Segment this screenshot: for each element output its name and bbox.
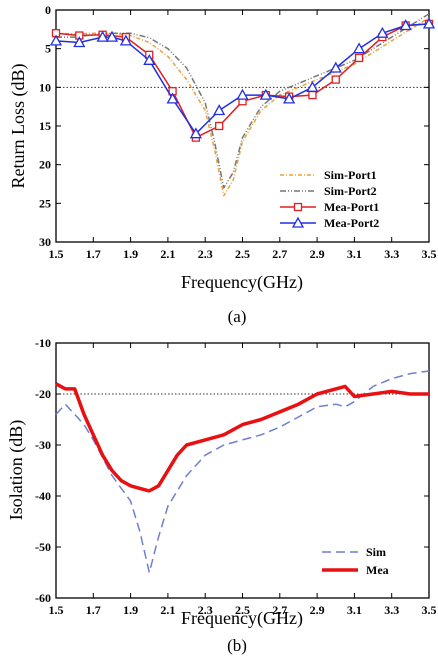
x-tick-label: 3.1 <box>347 247 362 261</box>
data-point-square <box>308 90 317 100</box>
y-tick-label: -60 <box>35 591 51 605</box>
x-tick-label: 2.5 <box>235 247 250 261</box>
data-point-triangle <box>119 34 133 46</box>
data-point-square <box>354 53 364 63</box>
data-point-triangle <box>105 30 119 42</box>
y-tick-label: 0 <box>45 3 51 17</box>
x-tick-label: 1.7 <box>86 603 101 617</box>
data-point-square <box>331 75 340 84</box>
data-point-triangle <box>422 17 436 29</box>
y-tick-label: 15 <box>39 119 51 133</box>
x-tick-label: 1.9 <box>123 247 138 261</box>
data-point-triangle <box>166 92 179 104</box>
x-tick-label: 2.3 <box>198 247 213 261</box>
x-tick-label: 2.1 <box>160 247 175 261</box>
y-tick-label: -40 <box>35 489 51 503</box>
y-tick-label: -20 <box>35 387 51 401</box>
legend: Sim Mea <box>322 545 389 577</box>
y-tick-label: 5 <box>45 42 51 56</box>
x-tick-label: 2.9 <box>310 603 325 617</box>
return-loss-chart: 1.5 1.7 1.9 2.1 2.3 2.5 2.7 2.9 3.1 3.3 3.5 0 5 10 15 2… <box>8 3 437 326</box>
series-line-mea <box>55 382 429 493</box>
legend-label: Mea <box>366 563 389 577</box>
isolation-chart: 1.5 1.7 1.9 2.1 2.3 2.5 2.7 2.9 3.1 3.3 3.5 -10 -20 -… <box>6 336 437 655</box>
x-tick-label: 2.1 <box>160 603 175 617</box>
x-axis-label: Frequency(GHz) <box>181 608 303 629</box>
data-point-triangle <box>189 127 203 139</box>
x-tick-label: 3.3 <box>384 603 399 617</box>
y-tick-label: -30 <box>35 438 51 452</box>
y-tick-label: -10 <box>35 336 51 350</box>
x-tick-label: 1.5 <box>49 247 64 261</box>
y-tick-label: 30 <box>39 235 51 249</box>
y-tick-label: 25 <box>39 196 51 210</box>
data-point-triangle <box>399 19 412 31</box>
x-tick-label: 3.3 <box>384 247 399 261</box>
series-group <box>49 13 436 197</box>
y-tick-label: -50 <box>35 540 51 554</box>
legend-label: Sim <box>366 545 386 559</box>
data-point-triangle <box>376 26 389 38</box>
data-point-triangle <box>259 88 272 100</box>
legend-label: Mea-Port2 <box>324 216 379 230</box>
y-axis-label: Return Loss (dB) <box>8 64 29 189</box>
x-tick-label: 2.5 <box>235 603 250 617</box>
axis-ticks: 1.5 1.7 1.9 2.1 2.3 2.5 2.7 2.9 3.1 3.3 3.5 0 5 10 15 2… <box>39 3 437 261</box>
x-tick-label: 2.7 <box>272 603 287 617</box>
panel-label: (a) <box>228 307 247 326</box>
legend: Sim-Port1 Sim-Port2 Mea-Port1 Mea-Port2 <box>280 168 379 230</box>
data-point-triangle <box>49 34 63 46</box>
y-tick-label: 20 <box>39 158 51 172</box>
legend-label: Mea-Port1 <box>324 200 379 214</box>
x-tick-label: 1.9 <box>123 603 138 617</box>
y-axis-label: Isolation (dB) <box>6 420 27 521</box>
x-tick-label: 3.5 <box>422 247 437 261</box>
data-point-triangle <box>73 36 86 48</box>
data-point-triangle <box>282 92 296 104</box>
series-group <box>55 370 430 574</box>
x-tick-label: 1.5 <box>49 603 64 617</box>
legend-label: Sim-Port1 <box>324 168 377 182</box>
data-point-triangle <box>236 88 249 100</box>
data-point-triangle <box>96 30 109 42</box>
panel-label: (b) <box>227 636 247 655</box>
data-point-triangle <box>143 53 156 65</box>
data-point-square <box>293 202 303 212</box>
y-tick-label: 10 <box>39 80 51 94</box>
data-point-triangle <box>291 216 305 228</box>
series-line-sim <box>55 370 430 574</box>
data-point-triangle <box>306 80 319 92</box>
x-tick-label: 2.7 <box>272 247 287 261</box>
x-tick-label: 1.7 <box>86 247 101 261</box>
legend-label: Sim-Port2 <box>324 184 377 198</box>
data-point-triangle <box>329 61 342 73</box>
data-point-triangle <box>352 42 366 54</box>
x-tick-label: 2.9 <box>310 247 325 261</box>
data-point-triangle <box>213 104 226 116</box>
x-tick-label: 2.3 <box>198 603 213 617</box>
axis-ticks: 1.5 1.7 1.9 2.1 2.3 2.5 2.7 2.9 3.1 3.3 3.5 -10 -20 -… <box>35 336 437 617</box>
x-tick-label: 3.1 <box>347 603 362 617</box>
data-point-square <box>215 121 224 131</box>
x-axis-label: Frequency(GHz) <box>181 272 303 293</box>
x-tick-label: 3.5 <box>422 603 437 617</box>
